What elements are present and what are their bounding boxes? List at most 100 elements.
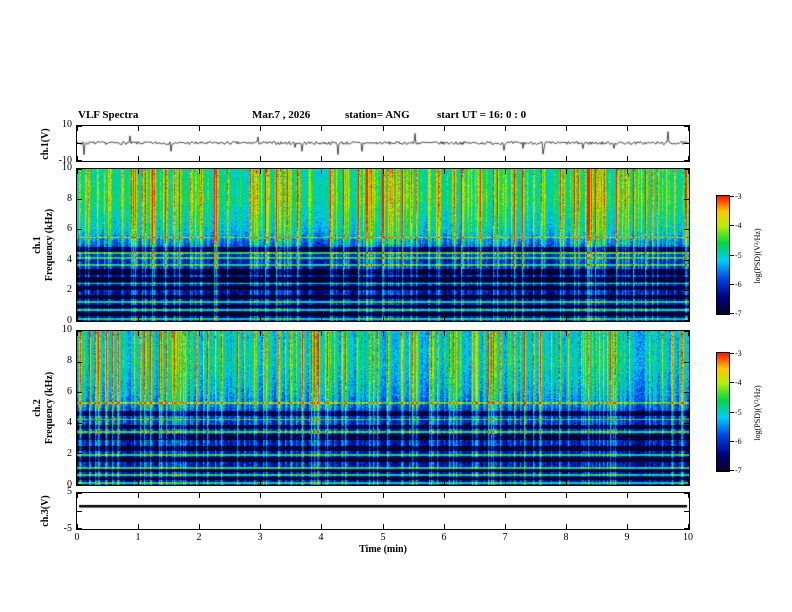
colorbar-tick-label: -7 bbox=[735, 309, 742, 318]
tick-mark bbox=[138, 156, 139, 161]
tick-mark bbox=[566, 316, 567, 321]
tick-mark bbox=[260, 524, 261, 529]
colorbar-tick-mark bbox=[730, 196, 734, 197]
tick-mark bbox=[627, 169, 628, 174]
ylabel-ch2-channel: ch.2 bbox=[32, 399, 43, 417]
xaxis-label: Time (min) bbox=[359, 544, 407, 555]
tick-mark bbox=[688, 331, 689, 336]
tick-mark bbox=[566, 169, 567, 174]
x-tick-label: 0 bbox=[74, 532, 80, 543]
colorbar-tick-label: -4 bbox=[735, 378, 742, 387]
colorbar-2-label: log(PSD)(V²/Hz) bbox=[753, 385, 762, 441]
tick-mark bbox=[77, 320, 82, 321]
tick-mark bbox=[77, 126, 78, 131]
tick-mark bbox=[77, 511, 82, 512]
tick-mark bbox=[684, 528, 689, 529]
colorbar-tick-mark bbox=[730, 470, 734, 471]
tick-mark bbox=[321, 156, 322, 161]
tick-mark bbox=[321, 480, 322, 485]
tick-mark bbox=[77, 156, 78, 161]
tick-mark bbox=[260, 316, 261, 321]
tick-mark bbox=[199, 524, 200, 529]
tick-mark bbox=[684, 143, 689, 144]
y-tick-label: -5 bbox=[63, 523, 72, 534]
tick-mark bbox=[627, 126, 628, 131]
x-tick-label: 2 bbox=[196, 532, 202, 543]
ylabel-ch1-channel: ch.1 bbox=[32, 236, 43, 254]
tick-mark bbox=[383, 169, 384, 174]
tick-mark bbox=[260, 480, 261, 485]
colorbar-1-canvas bbox=[717, 196, 729, 314]
colorbar-tick-mark bbox=[730, 441, 734, 442]
colorbar-tick-label: -5 bbox=[735, 251, 742, 260]
y-tick-label: 8 bbox=[67, 193, 72, 204]
tick-mark bbox=[138, 331, 139, 336]
tick-mark bbox=[77, 260, 82, 261]
tick-mark bbox=[199, 493, 200, 498]
tick-mark bbox=[627, 493, 628, 498]
y-tick-label: 4 bbox=[67, 254, 72, 265]
y-tick-label: 10 bbox=[62, 162, 72, 173]
tick-mark bbox=[321, 493, 322, 498]
header-title: VLF Spectra bbox=[78, 109, 139, 121]
tick-mark bbox=[260, 493, 261, 498]
tick-mark bbox=[566, 126, 567, 131]
tick-mark bbox=[383, 316, 384, 321]
tick-mark bbox=[627, 331, 628, 336]
y-tick-label: 6 bbox=[67, 386, 72, 397]
tick-mark bbox=[321, 524, 322, 529]
tick-mark bbox=[627, 316, 628, 321]
colorbar-1-label: log(PSD)(V²/Hz) bbox=[753, 228, 762, 284]
tick-mark bbox=[138, 480, 139, 485]
tick-mark bbox=[505, 156, 506, 161]
tick-mark bbox=[321, 126, 322, 131]
y-tick-label: 6 bbox=[67, 223, 72, 234]
colorbar-tick-mark bbox=[730, 412, 734, 413]
y-tick-label: 10 bbox=[62, 119, 72, 130]
tick-mark bbox=[77, 528, 82, 529]
colorbar-tick-mark bbox=[730, 313, 734, 314]
tick-mark bbox=[444, 331, 445, 336]
tick-mark bbox=[505, 331, 506, 336]
y-tick-label: 2 bbox=[67, 284, 72, 295]
tick-mark bbox=[383, 524, 384, 529]
tick-mark bbox=[77, 126, 82, 127]
x-tick-label: 3 bbox=[257, 532, 263, 543]
ylabel-ch1-spec: ch.1 Frequency (kHz) bbox=[32, 165, 56, 325]
x-tick-label: 1 bbox=[135, 532, 141, 543]
tick-mark bbox=[260, 169, 261, 174]
colorbar-2 bbox=[716, 352, 730, 472]
tick-mark bbox=[77, 316, 78, 321]
tick-mark bbox=[505, 169, 506, 174]
tick-mark bbox=[77, 423, 82, 424]
tick-mark bbox=[77, 392, 82, 393]
colorbar-tick-mark bbox=[730, 225, 734, 226]
panel-ch2-spectrogram bbox=[76, 330, 690, 486]
x-tick-label: 8 bbox=[563, 532, 569, 543]
tick-mark bbox=[321, 169, 322, 174]
tick-mark bbox=[566, 480, 567, 485]
tick-mark bbox=[199, 169, 200, 174]
tick-mark bbox=[199, 480, 200, 485]
tick-mark bbox=[566, 493, 567, 498]
x-tick-label: 10 bbox=[683, 532, 693, 543]
y-tick-label: -10 bbox=[58, 155, 72, 166]
y-tick-label: 4 bbox=[67, 417, 72, 428]
tick-mark bbox=[138, 524, 139, 529]
colorbar-tick-mark bbox=[730, 353, 734, 354]
tick-mark bbox=[77, 493, 82, 494]
tick-mark bbox=[684, 229, 689, 230]
colorbar-tick-label: -7 bbox=[735, 466, 742, 475]
tick-mark bbox=[688, 156, 689, 161]
colorbar-2-canvas bbox=[717, 353, 729, 471]
tick-mark bbox=[138, 493, 139, 498]
tick-mark bbox=[199, 126, 200, 131]
panel-ch1-spectrogram bbox=[76, 168, 690, 322]
x-tick-label: 7 bbox=[502, 532, 508, 543]
tick-mark bbox=[138, 169, 139, 174]
ch2-spectrogram-canvas bbox=[77, 331, 689, 485]
x-tick-label: 6 bbox=[441, 532, 447, 543]
tick-mark bbox=[684, 362, 689, 363]
colorbar-tick-mark bbox=[730, 255, 734, 256]
tick-mark bbox=[199, 331, 200, 336]
